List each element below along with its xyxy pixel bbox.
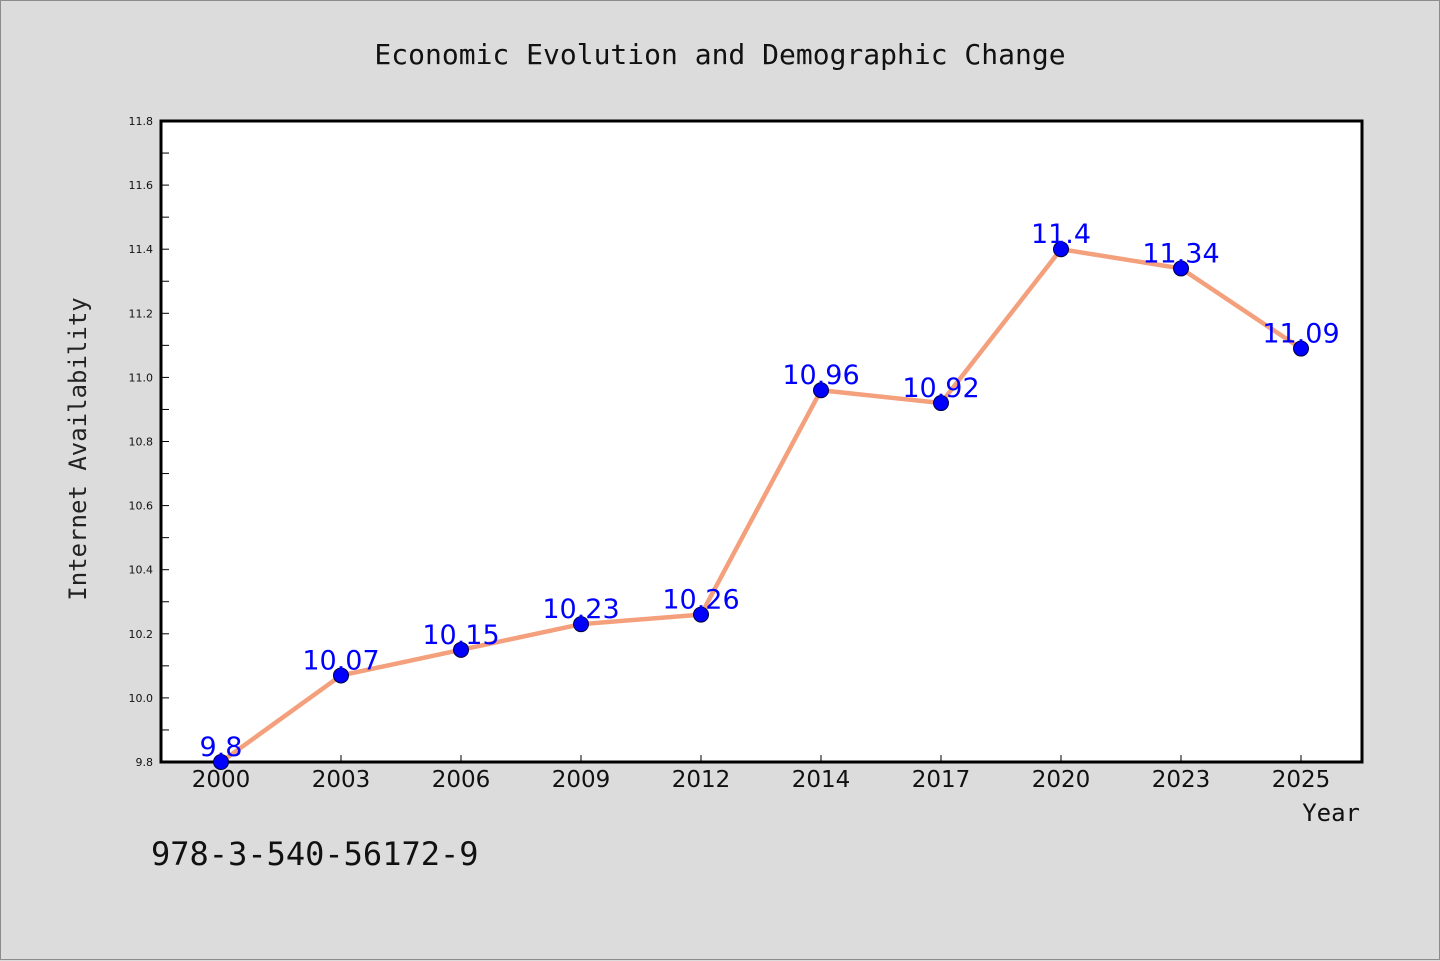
x-tick-label: 2017 bbox=[912, 767, 971, 793]
x-axis-ticks: 2000 2003 2006 2009 2012 2014 2017 2020 2023 2025 bbox=[192, 755, 1331, 793]
data-label: 11.4 bbox=[1031, 219, 1091, 250]
x-tick-label: 2012 bbox=[672, 767, 731, 793]
x-tick-label: 2003 bbox=[312, 767, 371, 793]
data-label: 10.26 bbox=[662, 585, 739, 616]
series-line bbox=[218, 246, 1304, 765]
data-point bbox=[1173, 260, 1189, 277]
y-tick-label: 10.2 bbox=[129, 628, 154, 641]
data-label: 10.07 bbox=[302, 645, 379, 676]
data-label: 11.34 bbox=[1142, 238, 1219, 269]
y-tick-label: 10.4 bbox=[129, 564, 154, 577]
data-point bbox=[813, 382, 829, 399]
data-label: 11.09 bbox=[1262, 319, 1339, 350]
data-label: 10.15 bbox=[422, 620, 499, 651]
data-point bbox=[1053, 241, 1069, 258]
chart-title: Economic Evolution and Demographic Chang… bbox=[374, 38, 1065, 71]
y-tick-label: 10.8 bbox=[129, 436, 154, 449]
series-markers bbox=[213, 241, 1309, 770]
data-point bbox=[693, 606, 709, 623]
data-label: 9.8 bbox=[200, 732, 243, 763]
data-point bbox=[933, 395, 949, 412]
y-tick-label: 11.4 bbox=[129, 243, 154, 256]
data-label: 10.96 bbox=[782, 360, 859, 391]
x-tick-label: 2000 bbox=[192, 767, 251, 793]
data-label: 10.92 bbox=[902, 373, 979, 404]
data-labels: 9.8 10.07 10.15 10.23 10.26 10.96 10.92 11.4 11.… bbox=[200, 219, 1340, 763]
data-label: 10.23 bbox=[542, 594, 619, 625]
data-point bbox=[573, 616, 589, 633]
data-point bbox=[333, 667, 349, 684]
y-tick-label: 11.6 bbox=[129, 179, 154, 192]
data-point bbox=[453, 641, 469, 658]
x-tick-label: 2023 bbox=[1152, 767, 1211, 793]
x-tick-label: 2014 bbox=[792, 767, 851, 793]
y-axis-ticks: 9.8 10.0 10.2 10.4 10.6 10.8 11.0 11.2 11.4 11.6 1… bbox=[129, 115, 169, 769]
x-tick-label: 2009 bbox=[552, 767, 611, 793]
series-line-group bbox=[218, 246, 1304, 765]
isbn-caption: 978-3-540-56172-9 bbox=[151, 835, 479, 873]
y-axis-label: Internet Availability bbox=[64, 297, 92, 600]
data-point bbox=[213, 754, 229, 770]
x-axis-label: Year bbox=[1302, 799, 1360, 827]
x-tick-label: 2025 bbox=[1272, 767, 1331, 793]
y-tick-label: 10.0 bbox=[129, 692, 154, 705]
y-tick-label: 11.2 bbox=[129, 307, 154, 320]
y-tick-label: 9.8 bbox=[136, 756, 154, 769]
y-tick-label: 11.8 bbox=[129, 115, 154, 128]
y-tick-label: 10.6 bbox=[129, 500, 154, 513]
x-tick-label: 2020 bbox=[1032, 767, 1091, 793]
y-tick-label: 11.0 bbox=[129, 371, 154, 384]
plot-area bbox=[159, 119, 1364, 764]
x-tick-label: 2006 bbox=[432, 767, 491, 793]
data-point bbox=[1293, 340, 1309, 357]
